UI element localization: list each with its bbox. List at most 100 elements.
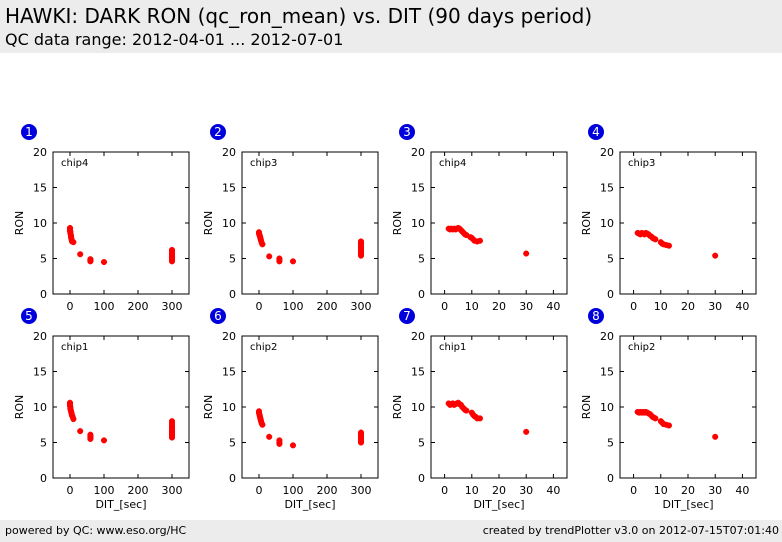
data-point bbox=[665, 422, 673, 429]
chart-panel-7: 7 0 5 10 15 20 0 10 20 30 40 chip1 RON DIT_[sec] bbox=[391, 308, 568, 511]
page-title: HAWKI: DARK RON (qc_ron_mean) vs. DIT (9… bbox=[5, 4, 593, 28]
x-axis-label: DIT_[sec] bbox=[284, 498, 335, 511]
x-axis-label: DIT_[sec] bbox=[662, 498, 713, 511]
y-tick-label: 0 bbox=[229, 288, 236, 301]
data-point bbox=[259, 421, 266, 428]
x-tick-label: 30 bbox=[708, 484, 722, 497]
plot-frame bbox=[241, 151, 379, 295]
data-point bbox=[476, 415, 484, 422]
y-tick-label: 15 bbox=[33, 182, 47, 195]
y-tick-label: 20 bbox=[600, 330, 614, 343]
data-point bbox=[266, 253, 273, 260]
y-axis-label: RON bbox=[13, 211, 26, 236]
data-point bbox=[463, 407, 470, 414]
data-point bbox=[276, 440, 283, 447]
panel-number-label: 1 bbox=[25, 125, 33, 139]
chip-label: chip4 bbox=[61, 158, 88, 169]
x-tick-label: 20 bbox=[681, 484, 695, 497]
y-axis-label: RON bbox=[580, 395, 593, 420]
data-point bbox=[523, 250, 530, 257]
chip-label: chip1 bbox=[61, 342, 88, 353]
y-tick-label: 0 bbox=[229, 472, 236, 485]
panel-number-label: 5 bbox=[25, 309, 33, 323]
data-point bbox=[712, 433, 719, 440]
y-tick-label: 20 bbox=[411, 146, 425, 159]
x-tick-label: 20 bbox=[492, 300, 506, 313]
x-tick-label: 10 bbox=[654, 300, 668, 313]
x-tick-label: 30 bbox=[519, 300, 533, 313]
panel-number-badge bbox=[399, 124, 415, 140]
y-tick-label: 15 bbox=[411, 366, 425, 379]
x-tick-label: 40 bbox=[735, 484, 749, 497]
x-tick-label: 300 bbox=[162, 484, 183, 497]
data-point bbox=[168, 434, 176, 441]
y-axis-label: RON bbox=[391, 395, 404, 420]
y-tick-label: 0 bbox=[607, 288, 614, 301]
data-point bbox=[357, 439, 365, 446]
data-point bbox=[70, 239, 77, 246]
data-point bbox=[87, 435, 94, 443]
data-point bbox=[665, 242, 673, 249]
y-tick-label: 0 bbox=[40, 472, 47, 485]
plot-frame bbox=[241, 335, 379, 479]
x-tick-label: 200 bbox=[317, 300, 338, 313]
panel-number-label: 2 bbox=[214, 125, 222, 139]
y-tick-label: 5 bbox=[607, 253, 614, 266]
x-tick-label: 100 bbox=[283, 300, 304, 313]
footer-timestamp: created by trendPlotter v3.0 on 2012-07-… bbox=[482, 524, 779, 537]
y-tick-label: 20 bbox=[33, 146, 47, 159]
page-subtitle: QC data range: 2012-04-01 ... 2012-07-01 bbox=[5, 30, 344, 49]
y-tick-label: 10 bbox=[411, 217, 425, 230]
chip-label: chip3 bbox=[628, 158, 655, 169]
panel-number-badge bbox=[21, 308, 37, 324]
y-tick-label: 15 bbox=[600, 182, 614, 195]
y-tick-label: 10 bbox=[600, 401, 614, 414]
plot-frame bbox=[619, 335, 757, 479]
data-point bbox=[87, 258, 94, 265]
data-point bbox=[652, 415, 659, 422]
y-tick-label: 10 bbox=[222, 401, 236, 414]
data-point bbox=[289, 258, 297, 265]
y-tick-label: 15 bbox=[33, 366, 47, 379]
y-axis-label: RON bbox=[391, 211, 404, 236]
data-point bbox=[266, 433, 273, 440]
x-axis-label: DIT_[sec] bbox=[95, 498, 146, 511]
x-tick-label: 100 bbox=[283, 484, 304, 497]
x-tick-label: 100 bbox=[94, 484, 115, 497]
panel-number-badge bbox=[21, 124, 37, 140]
x-tick-label: 200 bbox=[317, 484, 338, 497]
y-tick-label: 5 bbox=[229, 253, 236, 266]
y-tick-label: 5 bbox=[229, 437, 236, 450]
panel-number-label: 7 bbox=[403, 309, 411, 323]
data-point bbox=[168, 258, 176, 265]
x-tick-label: 0 bbox=[256, 300, 263, 313]
header-bar: HAWKI: DARK RON (qc_ron_mean) vs. DIT (9… bbox=[0, 0, 782, 53]
data-point bbox=[289, 442, 297, 449]
plot-frame bbox=[430, 151, 568, 295]
y-axis-label: RON bbox=[202, 211, 215, 236]
x-tick-label: 100 bbox=[94, 300, 115, 313]
x-tick-label: 40 bbox=[546, 300, 560, 313]
x-tick-label: 200 bbox=[128, 300, 149, 313]
y-tick-label: 0 bbox=[40, 288, 47, 301]
y-tick-label: 15 bbox=[222, 182, 236, 195]
y-tick-label: 10 bbox=[33, 401, 47, 414]
chip-label: chip2 bbox=[628, 342, 655, 353]
y-tick-label: 20 bbox=[222, 330, 236, 343]
data-point bbox=[100, 259, 108, 266]
y-tick-label: 5 bbox=[418, 437, 425, 450]
y-tick-label: 15 bbox=[222, 366, 236, 379]
x-tick-label: 20 bbox=[681, 300, 695, 313]
y-tick-label: 5 bbox=[607, 437, 614, 450]
chip-label: chip3 bbox=[250, 158, 277, 169]
y-tick-label: 0 bbox=[607, 472, 614, 485]
chart-panel-8: 8 0 5 10 15 20 0 10 20 30 40 chip2 RON DIT_[sec] bbox=[580, 308, 757, 511]
panel-number-badge bbox=[399, 308, 415, 324]
x-tick-label: 300 bbox=[351, 484, 372, 497]
data-point bbox=[652, 236, 659, 243]
x-tick-label: 40 bbox=[546, 484, 560, 497]
